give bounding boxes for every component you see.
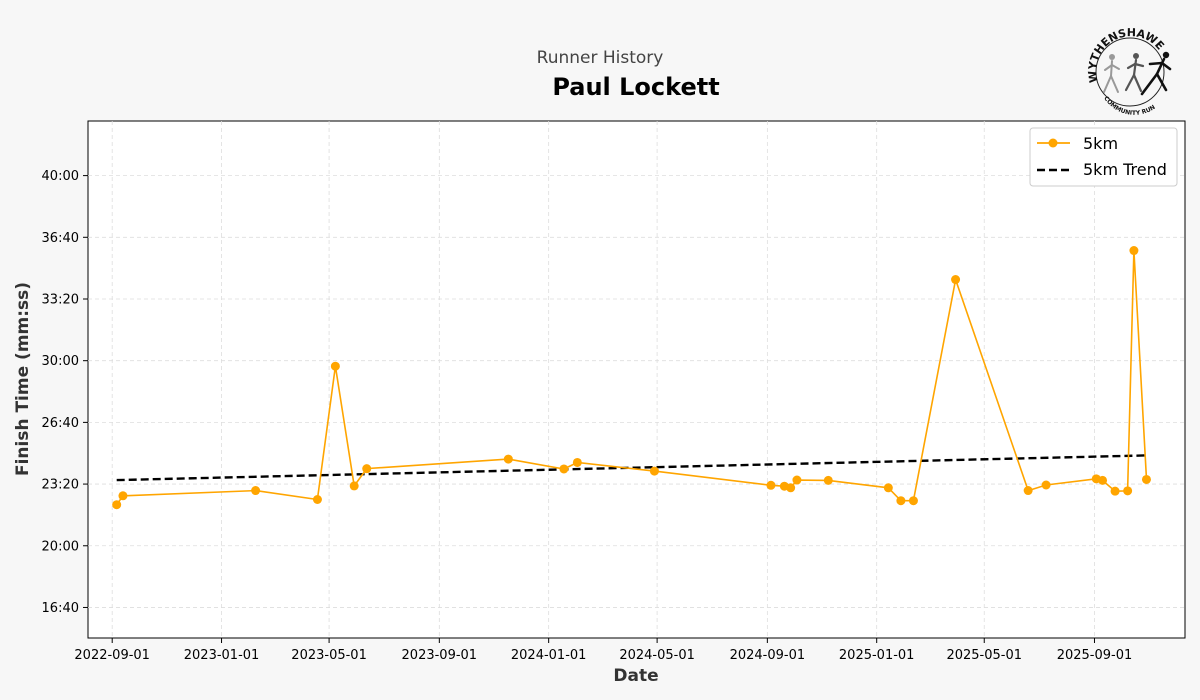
legend-marker-5km bbox=[1048, 138, 1058, 148]
y-tick-label: 40:00 bbox=[42, 169, 79, 184]
y-tick-label: 26:40 bbox=[42, 416, 79, 431]
x-tick-label: 2023-09-01 bbox=[402, 648, 478, 663]
data-point-5km bbox=[792, 475, 802, 485]
y-tick-label: 23:20 bbox=[42, 478, 79, 493]
x-tick-label: 2024-05-01 bbox=[619, 648, 695, 663]
data-point-5km bbox=[951, 275, 961, 285]
x-tick-label: 2024-01-01 bbox=[511, 648, 587, 663]
logo: WYTHENSHAWE COMMUNITY RUN bbox=[1086, 26, 1172, 117]
x-tick-label: 2022-09-01 bbox=[74, 648, 150, 663]
legend-label-5km: 5km bbox=[1083, 134, 1118, 153]
y-tick-label: 16:40 bbox=[42, 601, 79, 616]
series bbox=[112, 246, 1151, 510]
data-point-5km bbox=[649, 466, 659, 476]
logo-top-text: WYTHENSHAWE bbox=[1086, 26, 1167, 83]
data-point-5km bbox=[1129, 246, 1139, 256]
data-point-5km bbox=[786, 483, 796, 493]
y-axis: 16:40 20:00 23:20 26:40 30:00 33:20 36:40 40:00 bbox=[42, 169, 88, 616]
grid bbox=[88, 121, 1185, 638]
data-point-5km bbox=[503, 454, 513, 464]
x-tick-label: 2024-09-01 bbox=[730, 648, 806, 663]
x-axis-label: Date bbox=[613, 666, 658, 686]
y-tick-label: 33:20 bbox=[42, 292, 79, 307]
data-point-5km bbox=[1023, 486, 1033, 496]
data-point-5km bbox=[1098, 475, 1108, 485]
data-point-5km bbox=[559, 464, 569, 474]
data-point-5km bbox=[349, 481, 359, 491]
data-point-5km bbox=[362, 464, 372, 474]
legend-label-trend: 5km Trend bbox=[1083, 160, 1167, 179]
chart-supertitle: Runner History bbox=[537, 48, 664, 68]
y-axis-label: Finish Time (mm:ss) bbox=[13, 282, 33, 476]
logo-ring bbox=[1095, 37, 1165, 107]
y-tick-label: 30:00 bbox=[42, 354, 79, 369]
svg-text:WYTHENSHAWE: WYTHENSHAWE bbox=[1086, 26, 1167, 83]
data-point-5km bbox=[896, 496, 906, 506]
x-tick-label: 2025-01-01 bbox=[839, 648, 915, 663]
data-point-5km bbox=[1141, 474, 1151, 484]
x-tick-label: 2023-05-01 bbox=[291, 648, 367, 663]
legend: 5km 5km Trend bbox=[1029, 127, 1178, 187]
data-point-5km bbox=[251, 486, 261, 496]
x-tick-label: 2023-01-01 bbox=[184, 648, 260, 663]
data-point-5km bbox=[766, 480, 776, 490]
data-point-5km bbox=[883, 483, 893, 493]
plot-area bbox=[87, 120, 1186, 639]
data-point-5km bbox=[312, 494, 322, 504]
data-point-5km bbox=[572, 457, 582, 467]
y-tick-label: 36:40 bbox=[42, 231, 79, 246]
data-point-5km bbox=[1041, 480, 1051, 490]
chart-title: Paul Lockett bbox=[552, 73, 719, 101]
data-point-5km bbox=[118, 491, 128, 501]
runner-figures-icon bbox=[1103, 51, 1172, 96]
data-point-5km bbox=[330, 361, 340, 371]
data-point-5km bbox=[908, 496, 918, 506]
data-point-5km bbox=[112, 500, 122, 510]
data-point-5km bbox=[823, 475, 833, 485]
trend-line bbox=[116, 454, 1147, 482]
y-tick-label: 20:00 bbox=[42, 539, 79, 554]
x-axis: 2022-09-01 2023-01-01 2023-05-01 2023-09-01… bbox=[74, 638, 1132, 663]
data-point-5km bbox=[1123, 486, 1133, 496]
data-point-5km bbox=[1110, 486, 1120, 496]
x-tick-label: 2025-09-01 bbox=[1057, 648, 1133, 663]
x-tick-label: 2025-05-01 bbox=[946, 648, 1022, 663]
